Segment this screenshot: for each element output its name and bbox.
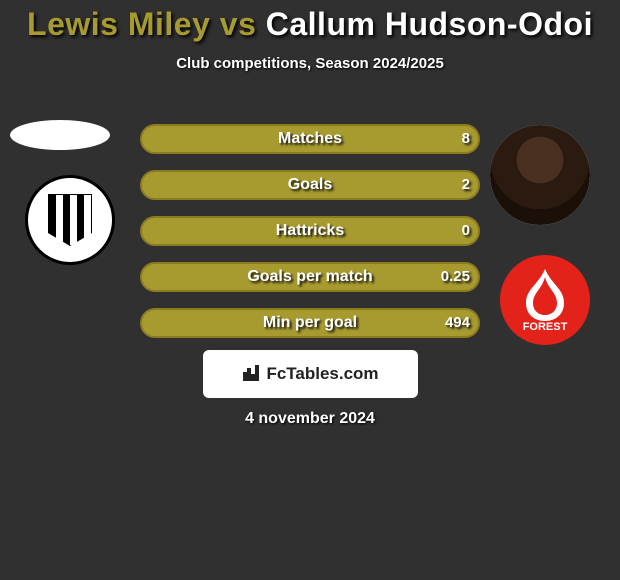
stat-row: Goals per match0.25 [140, 262, 480, 292]
stat-right-value: 2 [462, 170, 470, 200]
player-left-name: Lewis Miley [27, 6, 210, 42]
date-text: 4 november 2024 [0, 410, 620, 428]
stat-label: Goals [140, 170, 480, 200]
player-right-avatar [490, 125, 590, 225]
stat-right-value: 0.25 [441, 262, 470, 292]
vs-text: vs [210, 6, 265, 42]
stat-row: Goals2 [140, 170, 480, 200]
stripes-icon [48, 194, 92, 246]
player-right-name: Callum Hudson-Odoi [266, 6, 593, 42]
stat-right-value: 8 [462, 124, 470, 154]
attribution-box: FcTables.com [203, 350, 418, 398]
player-left-avatar [10, 120, 110, 150]
page-title: Lewis Miley vs Callum Hudson-Odoi [0, 0, 620, 43]
subtitle: Club competitions, Season 2024/2025 [0, 55, 620, 72]
forest-badge-text: FOREST [500, 322, 590, 333]
attribution-text: FcTables.com [266, 364, 378, 384]
chart-icon [242, 363, 260, 386]
stat-row: Hattricks0 [140, 216, 480, 246]
stat-label: Matches [140, 124, 480, 154]
nufc-badge [25, 175, 115, 265]
stat-row: Min per goal494 [140, 308, 480, 338]
stat-right-value: 0 [462, 216, 470, 246]
stat-label: Hattricks [140, 216, 480, 246]
stat-row: Matches8 [140, 124, 480, 154]
face-icon [490, 125, 590, 225]
stat-label: Min per goal [140, 308, 480, 338]
forest-badge: FOREST [500, 255, 590, 345]
stats-container: Matches8Goals2Hattricks0Goals per match0… [140, 124, 480, 354]
stat-label: Goals per match [140, 262, 480, 292]
stat-right-value: 494 [445, 308, 470, 338]
